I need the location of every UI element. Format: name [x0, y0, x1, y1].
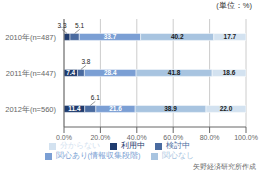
svg-text:21.6: 21.6 — [109, 105, 122, 112]
svg-text:3.8: 3.8 — [81, 58, 90, 65]
svg-text:33.7: 33.7 — [104, 33, 117, 40]
svg-text:11.4: 11.4 — [68, 105, 81, 112]
svg-text:100.0%: 100.0% — [234, 134, 252, 141]
svg-text:20.0%: 20.0% — [90, 134, 110, 141]
svg-text:40.0%: 40.0% — [127, 134, 147, 141]
html-text:関心あり(情報収集段階): 関心あり(情報収集段階) — [55, 151, 141, 160]
svg-text:5.1: 5.1 — [75, 22, 84, 29]
svg-text:2010年(n=487): 2010年(n=487) — [8, 33, 56, 42]
svg-text:0.0%: 0.0% — [56, 134, 72, 141]
html-text:矢野経済研究所作成: 矢野経済研究所作成 — [193, 163, 256, 170]
svg-text:2011年(n=447): 2011年(n=447) — [8, 69, 57, 78]
html-text:分からない: 分からない — [59, 141, 100, 150]
html-text:(単位：%): (単位：%) — [216, 1, 252, 10]
svg-text:6.1: 6.1 — [91, 94, 100, 101]
svg-text:38.9: 38.9 — [164, 105, 177, 112]
html-text:利用中: 利用中 — [120, 141, 145, 150]
svg-text:7.4: 7.4 — [66, 69, 75, 76]
svg-text:3.3: 3.3 — [57, 22, 66, 29]
svg-text:28.4: 28.4 — [104, 69, 117, 76]
svg-text:60.0%: 60.0% — [163, 134, 183, 141]
html-text:関心なし: 関心なし — [161, 151, 194, 160]
svg-text:22.0: 22.0 — [220, 105, 233, 112]
svg-text:40.2: 40.2 — [171, 33, 184, 40]
svg-text:80.0%: 80.0% — [200, 134, 220, 141]
svg-text:41.8: 41.8 — [168, 69, 181, 76]
html-text:検討中: 検討中 — [165, 141, 190, 150]
svg-text:18.6: 18.6 — [223, 69, 236, 76]
svg-text:2012年(n=560): 2012年(n=560) — [8, 105, 56, 114]
svg-text:17.7: 17.7 — [224, 33, 237, 40]
